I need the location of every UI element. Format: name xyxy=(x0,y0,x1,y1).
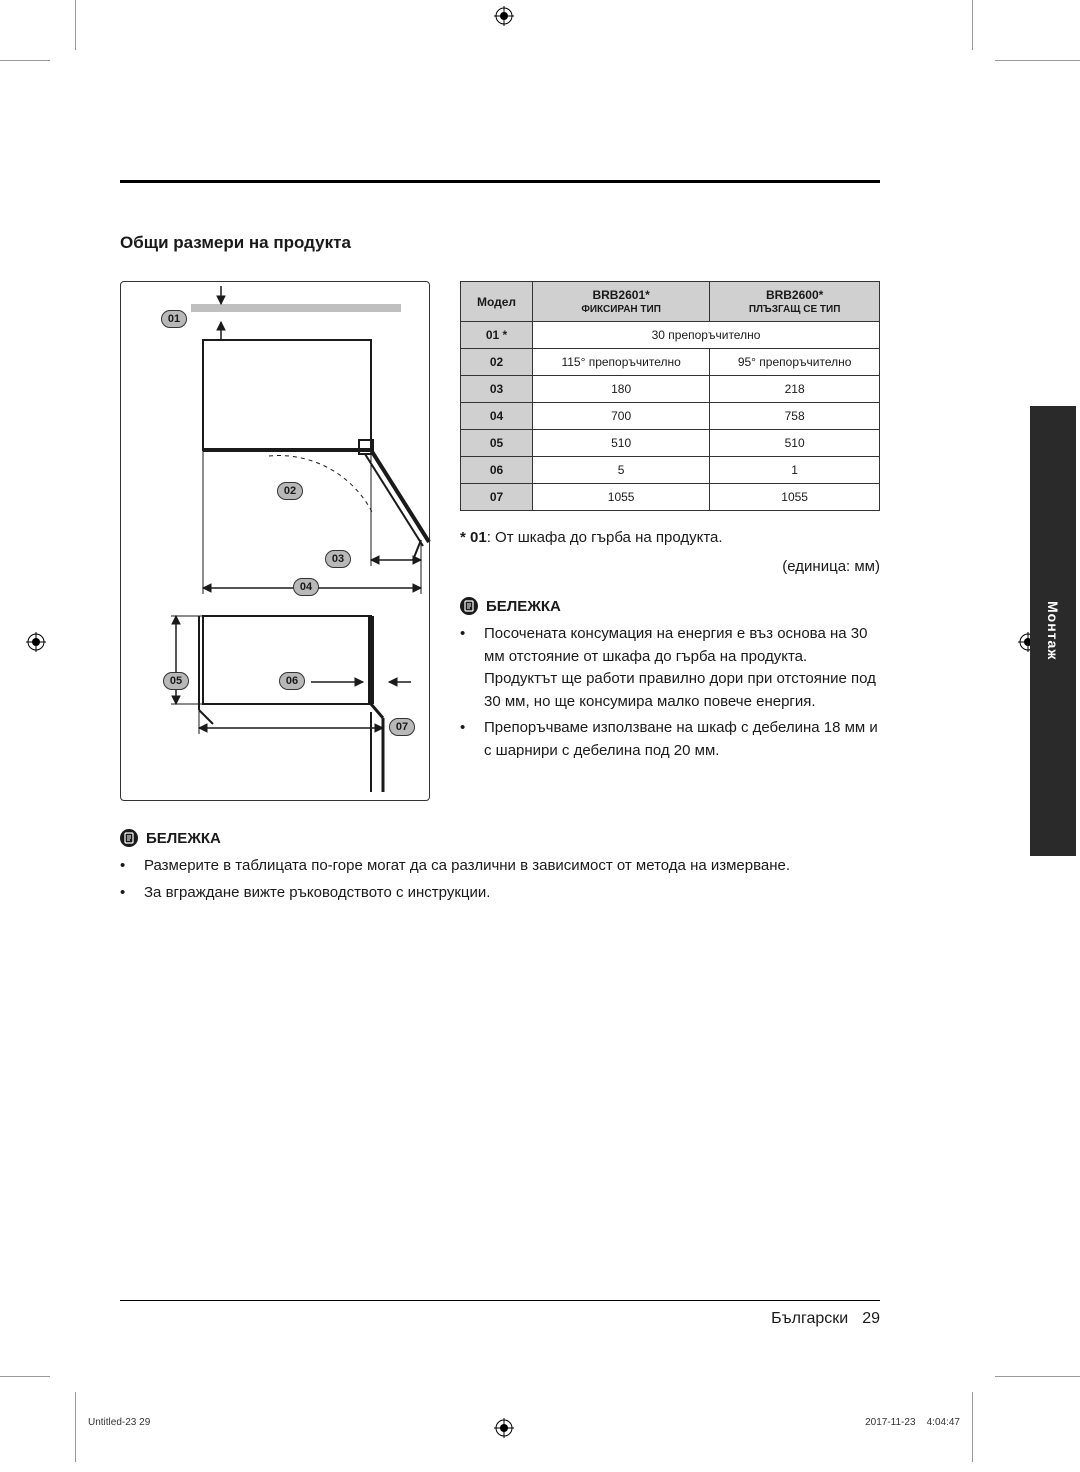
footer: Български 29 xyxy=(771,1310,880,1328)
print-footer-left: Untitled-23 29 xyxy=(88,1417,150,1428)
row-value: 1 xyxy=(710,457,880,484)
top-rule xyxy=(120,180,880,183)
table-row: 0710551055 xyxy=(461,484,880,511)
registration-mark-icon xyxy=(494,1418,514,1438)
unit-label: (единица: мм) xyxy=(460,558,880,575)
row-value: 95° препоръчително xyxy=(710,349,880,376)
footer-page: 29 xyxy=(862,1310,880,1328)
row-label: 06 xyxy=(461,457,533,484)
row-label: 01 * xyxy=(461,322,533,349)
registration-mark-icon xyxy=(494,6,514,26)
table-row: 01 *30 препоръчително xyxy=(461,322,880,349)
crop-mark xyxy=(972,0,973,50)
crop-mark xyxy=(75,1392,76,1462)
row-value: 1055 xyxy=(710,484,880,511)
crop-mark xyxy=(75,0,76,50)
notes-bottom: Размерите в таблицата по-горе могат да с… xyxy=(120,855,880,904)
th-model1: BRB2601* ФИКСИРАН ТИП xyxy=(533,282,710,322)
crop-mark xyxy=(972,1392,973,1462)
table-row: 03180218 xyxy=(461,376,880,403)
footer-rule xyxy=(120,1300,880,1301)
row-value: 218 xyxy=(710,376,880,403)
note-heading-2: БЕЛЕЖКА xyxy=(120,829,880,847)
callout-03: 03 xyxy=(325,550,351,568)
note-icon xyxy=(120,829,138,847)
side-tab-label: Монтаж xyxy=(1045,601,1061,660)
list-item: За вграждане вижте ръководството с инстр… xyxy=(120,882,880,905)
bottom-notes: БЕЛЕЖКА Размерите в таблицата по-горе мо… xyxy=(120,829,880,904)
section-title: Общи размери на продукта xyxy=(120,233,880,253)
row-value: 758 xyxy=(710,403,880,430)
row-value: 30 препоръчително xyxy=(533,322,880,349)
dimension-diagram: 01 02 03 04 05 06 07 xyxy=(120,281,430,801)
list-item: Препоръчваме използване на шкаф с дебели… xyxy=(460,717,880,762)
right-column: Модел BRB2601* ФИКСИРАН ТИП BRB2600* ПЛЪ… xyxy=(460,281,880,766)
registration-mark-icon xyxy=(26,632,46,652)
table-row: 05510510 xyxy=(461,430,880,457)
row-label: 05 xyxy=(461,430,533,457)
row-label: 02 xyxy=(461,349,533,376)
callout-04: 04 xyxy=(293,578,319,596)
print-footer-right: 2017-11-23 4:04:47 xyxy=(865,1417,960,1428)
note-title: БЕЛЕЖКА xyxy=(146,830,221,847)
row-value: 510 xyxy=(710,430,880,457)
callout-07: 07 xyxy=(389,718,415,736)
crop-mark xyxy=(0,1376,50,1377)
crop-mark xyxy=(0,60,50,61)
row-value: 115° препоръчително xyxy=(533,349,710,376)
callout-06: 06 xyxy=(279,672,305,690)
notes-right: Посочената консумация на енергия е въз о… xyxy=(460,623,880,762)
callout-02: 02 xyxy=(277,482,303,500)
row-value: 5 xyxy=(533,457,710,484)
footnote-01: * 01: От шкафа до гърба на продукта. xyxy=(460,529,880,546)
diagram-svg xyxy=(121,282,431,802)
table-row: 02115° препоръчително95° препоръчително xyxy=(461,349,880,376)
note-title: БЕЛЕЖКА xyxy=(486,598,561,615)
side-tab: Монтаж xyxy=(1030,406,1076,856)
crop-mark xyxy=(995,60,1080,61)
row-value: 180 xyxy=(533,376,710,403)
table-row: 0651 xyxy=(461,457,880,484)
th-model: Модел xyxy=(461,282,533,322)
note-heading: БЕЛЕЖКА xyxy=(460,597,880,615)
callout-01: 01 xyxy=(161,310,187,328)
list-item: Посочената консумация на енергия е въз о… xyxy=(460,623,880,713)
row-value: 510 xyxy=(533,430,710,457)
footer-lang: Български xyxy=(771,1310,848,1328)
table-row: 04700758 xyxy=(461,403,880,430)
row-value: 1055 xyxy=(533,484,710,511)
crop-mark xyxy=(995,1376,1080,1377)
list-item: Размерите в таблицата по-горе могат да с… xyxy=(120,855,880,878)
page-content: Общи размери на продукта xyxy=(120,180,880,908)
row-value: 700 xyxy=(533,403,710,430)
note-icon xyxy=(460,597,478,615)
callout-05: 05 xyxy=(163,672,189,690)
row-label: 04 xyxy=(461,403,533,430)
row-label: 03 xyxy=(461,376,533,403)
th-model2: BRB2600* ПЛЪЗГАЩ СЕ ТИП xyxy=(710,282,880,322)
row-label: 07 xyxy=(461,484,533,511)
spec-table: Модел BRB2601* ФИКСИРАН ТИП BRB2600* ПЛЪ… xyxy=(460,281,880,511)
